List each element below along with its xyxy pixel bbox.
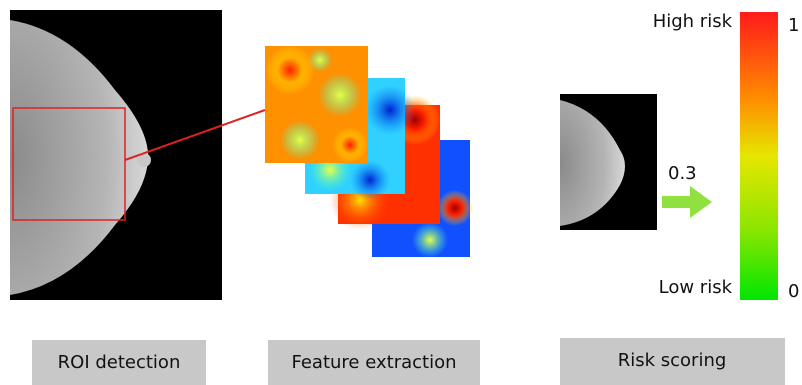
stage-label: ROI detection (58, 352, 181, 373)
colorbar (740, 12, 778, 300)
stage-label: Feature extraction (291, 352, 456, 373)
score: 0.3 (668, 163, 697, 184)
low-label: Low risk (659, 277, 733, 298)
high-label: High risk (653, 11, 733, 32)
feature-map (265, 45, 368, 163)
low-value: 0 (788, 281, 799, 302)
high-value: 1 (788, 15, 799, 36)
stage-label: Risk scoring (618, 350, 727, 371)
pipeline-diagram: 0.3 High risk 1 Low risk 0 ROI detection… (0, 0, 802, 385)
arrow (662, 186, 712, 218)
